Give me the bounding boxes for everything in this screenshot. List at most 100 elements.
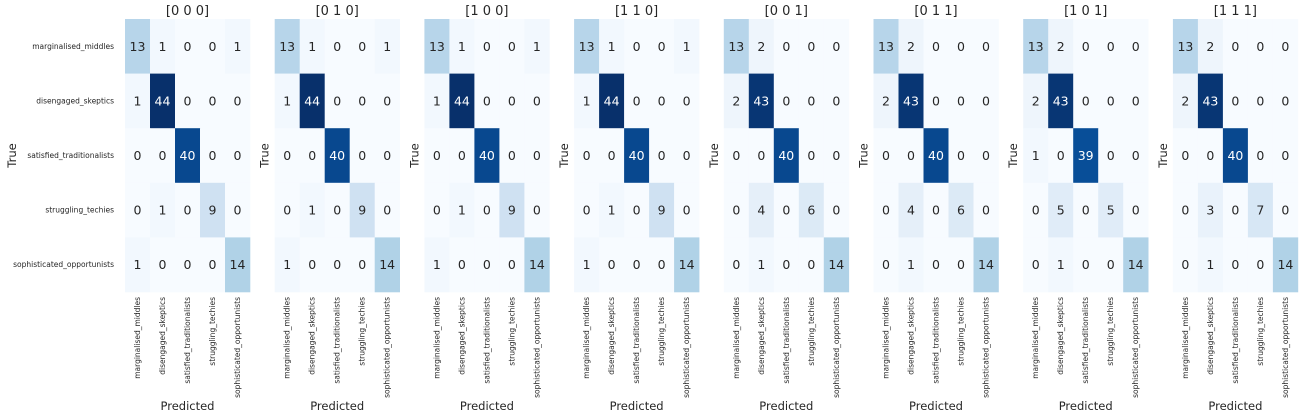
confusion-matrix-panel: [1 0 0] 13 1 0 0 1 1 44 0 0 0 0 0 40 0 0 0 1 0 9 0 1 0 0 0 14 marg… [407,4,550,413]
cell-value-label: 0 [932,257,940,272]
heatmap-cell [1172,237,1199,293]
cell-value-label: 1 [683,39,691,54]
cell-value-label: 0 [333,203,341,218]
cell-value-label: 0 [333,93,341,108]
cell-value-label: 0 [1132,203,1140,218]
panel-title: [0 1 1] [914,4,957,19]
x-tick-label: marginalised_middles [1181,297,1190,379]
heatmap-cell [948,73,974,129]
cell-value-label: 0 [433,148,441,163]
cell-value-label: 2 [1181,93,1189,108]
heatmap-cell [973,73,999,129]
heatmap-cell [424,19,450,74]
heatmap-cell [449,128,475,184]
cell-value-label: 0 [1082,257,1090,272]
heatmap-cell [474,182,500,238]
cell-value-label: 44 [454,93,470,108]
cell-value-label: 0 [308,257,316,272]
x-tick-label: sophisticated_opportunists [383,297,392,398]
x-tick-label: marginalised_middles [133,297,142,379]
cell-value-label: 1 [283,93,291,108]
heatmap-cell [823,128,850,184]
cell-value-label: 0 [882,148,890,163]
cell-value-label: 40 [778,148,794,163]
cell-value-label: 0 [1281,39,1289,54]
heatmap-cell [374,19,400,74]
cell-value-label: 14 [230,257,246,272]
heatmap-cell [1048,128,1074,184]
cell-value-label: 0 [1281,203,1289,218]
heatmap-cell [723,237,750,293]
heatmap-cell [923,182,949,238]
heatmap-cell [1098,73,1124,129]
heatmap-cell [748,237,775,293]
heatmap-cell [1172,73,1199,129]
heatmap-cell [474,73,500,129]
cell-value-label: 0 [1181,203,1189,218]
x-tick-label: disengaged_skeptics [907,297,916,375]
cell-value-label: 0 [583,203,591,218]
heatmap-cell [1222,73,1249,129]
cell-value-label: 0 [209,39,217,54]
cell-value-label: 0 [1082,39,1090,54]
heatmap-cell [1247,128,1274,184]
cell-value-label: 0 [333,39,341,54]
cell-value-label: 0 [732,203,740,218]
confusion-matrix-panel: [0 0 1]13 2 0 0 02 43 0 0 00 0 40 0 00 4 0 6 00 1 0 0 14marg… [707,4,850,413]
cell-value-label: 0 [658,39,666,54]
cell-value-label: 0 [358,39,366,54]
heatmap-cell [1048,19,1074,74]
heatmap-cell [723,182,750,238]
heatmap-cell [599,128,625,184]
cell-value-label: 0 [932,203,940,218]
x-tick-label: sophisticated_opportunists [682,297,691,398]
cell-value-label: 0 [533,203,541,218]
cell-value-label: 0 [658,93,666,108]
heatmap-cell [574,19,600,74]
cell-value-label: 0 [957,257,965,272]
heatmap-cell [1172,19,1199,74]
heatmap-cell [200,128,226,184]
cell-value-label: 14 [679,257,695,272]
cell-value-label: 0 [782,93,790,108]
cell-value-label: 0 [358,93,366,108]
cell-value-label: 0 [957,93,965,108]
cell-value-label: 5 [1057,203,1065,218]
x-tick-label: sophisticated_opportunists [233,297,242,398]
cell-value-label: 43 [1202,93,1218,108]
heatmap-cell [1023,182,1049,238]
heatmap-cell [175,73,201,129]
heatmap-cell [449,182,475,238]
heatmap-cell [948,182,974,238]
cell-value-label: 40 [479,148,495,163]
heatmap-cell [1247,19,1274,74]
heatmap-cell [474,237,500,293]
x-axis-label: Predicted [759,399,813,413]
heatmap-cell [524,237,550,293]
cell-value-label: 0 [932,39,940,54]
cell-value-label: 0 [932,93,940,108]
cell-value-label: 0 [483,257,491,272]
cell-value-label: 0 [358,257,366,272]
heatmap-cell [1023,237,1049,293]
x-tick-label: satisfied_traditionalists [482,297,491,384]
cell-value-label: 0 [1132,39,1140,54]
heatmap-cell [499,237,525,293]
cell-value-label: 1 [1206,257,1214,272]
heatmap-cell [274,19,300,74]
cell-value-label: 0 [957,148,965,163]
y-tick-label: marginalised_middles [32,42,114,51]
heatmap-cell [299,19,325,74]
y-axis-label: True [557,143,571,168]
heatmap-cell [424,182,450,238]
x-tick-label: sophisticated_opportunists [1131,297,1140,398]
cell-value-label: 1 [308,39,316,54]
heatmap-cell [424,128,450,184]
cell-value-label: 40 [629,148,645,163]
confusion-matrix-panel: [1 0 1] 13 2 0 0 0 2 43 0 0 0 1 0 39 0 0 0 5 0 5 0 0 1 0 0 14 marg… [1006,4,1149,413]
cell-value-label: 0 [1281,93,1289,108]
cell-value-label: 0 [633,93,641,108]
x-axis-label: Predicted [610,399,664,413]
heatmap-cell [524,128,550,184]
heatmap-cell [674,19,700,74]
